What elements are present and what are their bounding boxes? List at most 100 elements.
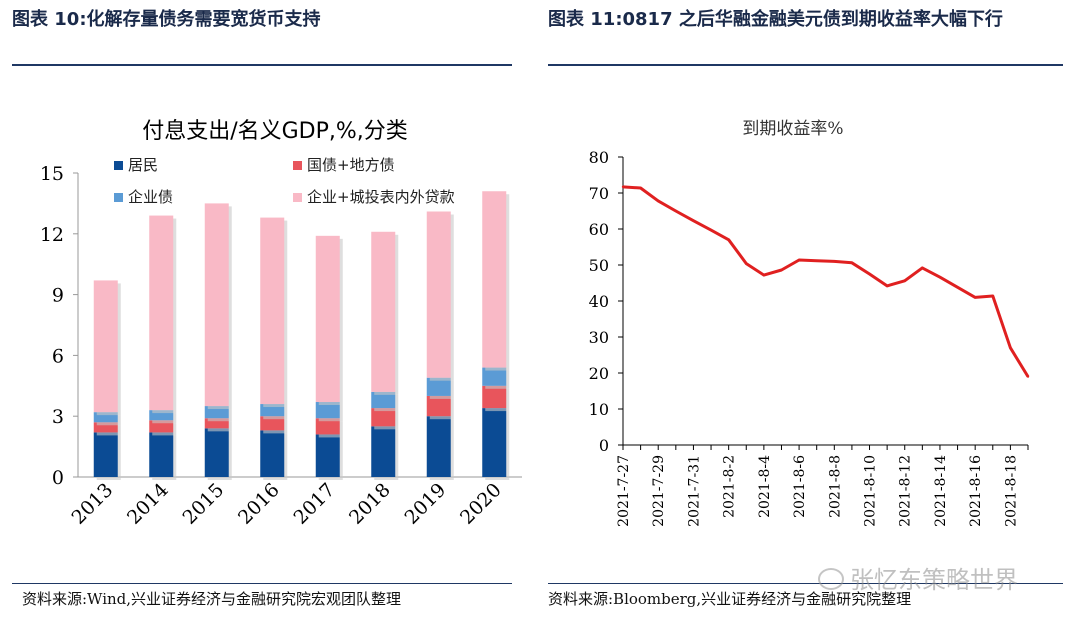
legend-label: 企业+城投表内外贷款 (307, 188, 455, 206)
bar-segment (93, 280, 118, 413)
yield-data-point (727, 238, 730, 241)
line-x-tick-label: 2021-8-16 (968, 455, 984, 527)
line-y-tick-label: 20 (589, 364, 609, 383)
left-source-note: 资料来源:Wind,兴业证券经济与金融研究院宏观团队整理 (22, 590, 402, 608)
yield-data-point (657, 199, 660, 203)
yield-data-point (780, 268, 783, 272)
bar-segment (315, 418, 340, 435)
yield-data-point (745, 262, 748, 265)
yield-data-point (709, 228, 713, 232)
right-footer-rule (548, 583, 1063, 584)
line-x-tick-label: 2021-7-29 (651, 455, 667, 527)
yield-data-point (797, 258, 801, 262)
legend-swatch (293, 161, 302, 170)
yield-data-point (1026, 375, 1030, 378)
bar-x-tick-label: 2017 (290, 479, 340, 529)
bar-y-tick-label: 0 (52, 467, 64, 489)
bar-x-tick-label: 2015 (179, 479, 229, 529)
yield-data-point (991, 294, 994, 298)
yield-data-point (885, 284, 889, 288)
line-y-tick-label: 30 (589, 328, 609, 347)
yield-data-point (921, 266, 924, 270)
watermark: 张忆东策略世界 (818, 560, 1018, 595)
yield-line-chart: 到期收益率% 0 10 20 30 40 50 60 70 80 2021-7-27 2021-7-… (589, 119, 1030, 527)
bar-segment (260, 416, 285, 431)
bar-segment (315, 402, 340, 419)
line-chart-title: 到期收益率% (742, 119, 843, 139)
left-figure-title: 图表 10:化解存量债务需要宽货币支持 (12, 9, 321, 30)
line-x-tick-label: 2021-8-14 (933, 455, 949, 527)
line-x-tick-label: 2021-8-4 (757, 455, 773, 518)
bar-segment (426, 416, 451, 477)
bar-segment (204, 418, 229, 429)
right-source-note: 资料来源:Bloomberg,兴业证券经济与金融研究院整理 (548, 590, 912, 608)
legend-label: 企业债 (128, 188, 173, 206)
yield-data-point (639, 186, 642, 190)
bar-segment (371, 408, 396, 427)
bar-segment (93, 412, 118, 423)
right-header-rule (548, 64, 1063, 66)
line-y-tick-label: 10 (589, 400, 609, 419)
yield-line-series (622, 185, 1030, 378)
line-x-tick-label: 2021-8-18 (1003, 455, 1019, 527)
legend-label: 居民 (128, 156, 158, 174)
legend-swatch (114, 161, 123, 170)
yield-data-point (868, 272, 871, 276)
line-x-tick-label: 2021-7-31 (686, 455, 702, 527)
bar-y-tick-label: 6 (52, 345, 64, 367)
bar-segment (260, 217, 285, 405)
bar-segment (371, 391, 396, 409)
bar-x-tick-label: 2019 (401, 479, 451, 529)
bar-segment (93, 432, 118, 477)
bar-segment (149, 215, 174, 411)
bar-segment (204, 428, 229, 477)
yield-data-point (973, 296, 977, 299)
bar-y-tick-label: 15 (40, 163, 64, 185)
bar-segment (482, 367, 507, 386)
bar-x-tick-label: 2018 (345, 479, 395, 529)
yield-data-point (1009, 346, 1012, 349)
line-y-tick-label: 50 (589, 256, 609, 275)
bar-segment (426, 377, 451, 396)
bar-segment (260, 404, 285, 417)
legend-swatch (293, 193, 302, 202)
bar-segment (204, 203, 229, 407)
bar-segment (482, 408, 507, 477)
bar-segment (426, 395, 451, 417)
bar-segment (315, 434, 340, 477)
yield-data-point (956, 286, 959, 289)
bar-segment (371, 426, 396, 477)
left-footer-rule (12, 583, 512, 584)
watermark-text: 张忆东策略世界 (850, 566, 1018, 594)
bar-y-tick-label: 12 (40, 224, 64, 246)
legend-swatch (114, 193, 123, 202)
line-x-tick-label: 2021-8-10 (863, 455, 879, 527)
line-x-tick-label: 2021-8-6 (792, 455, 808, 518)
yield-data-point (833, 260, 836, 263)
bar-segment (315, 235, 340, 403)
left-header-rule (12, 64, 512, 66)
bar-segment (371, 231, 396, 392)
bar-segment (93, 422, 118, 433)
yield-data-point (692, 219, 695, 222)
bar-x-tick-label: 2014 (123, 479, 173, 529)
line-x-tick-label: 2021-8-2 (722, 455, 738, 518)
yield-data-point (938, 276, 942, 279)
line-x-tick-label: 2021-8-12 (898, 455, 914, 527)
bar-x-tick-label: 2016 (234, 479, 284, 529)
yield-data-point (621, 185, 625, 189)
stacked-bar-chart: 付息支出/名义GDP,%,分类 0 3 6 9 12 15 2013 2014 2015 2016… (40, 119, 522, 529)
line-y-tick-label: 40 (589, 292, 609, 311)
line-y-tick-label: 70 (589, 184, 609, 203)
bar-segment (482, 385, 507, 409)
bar-y-tick-label: 3 (52, 406, 64, 428)
bar-x-tick-label: 2013 (68, 479, 118, 529)
line-y-tick-label: 0 (599, 436, 609, 455)
bar-y-tick-label: 9 (52, 285, 64, 307)
bar-segment (260, 430, 285, 477)
yield-data-point (815, 259, 818, 262)
bar-segment (149, 410, 174, 421)
right-figure-title: 图表 11:0817 之后华融金融美元债到期收益率大幅下行 (548, 9, 1003, 30)
yield-data-point (762, 273, 766, 277)
bar-segment (426, 211, 451, 378)
